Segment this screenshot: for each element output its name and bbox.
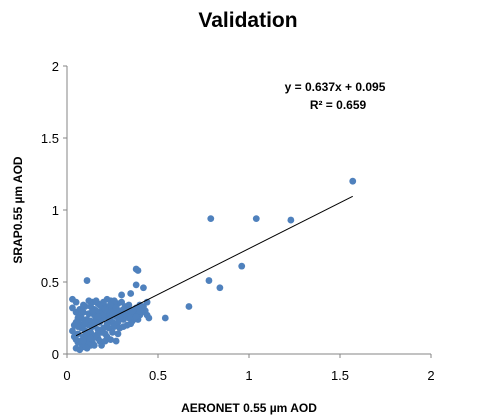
data-point <box>87 334 95 342</box>
data-point <box>76 346 84 354</box>
data-point <box>134 267 142 274</box>
y-tick-label: 1.5 <box>41 131 59 146</box>
y-axis-ticks: 0 0.5 1 1.5 2 <box>41 59 67 362</box>
data-point <box>79 337 87 345</box>
x-tick-label: 1.5 <box>331 368 349 383</box>
data-point <box>112 337 120 345</box>
regression-equation: y = 0.637x + 0.095 <box>285 80 386 94</box>
data-point <box>100 311 107 319</box>
data-point <box>101 305 109 313</box>
data-points <box>69 177 357 354</box>
data-point <box>83 277 91 284</box>
data-point <box>132 313 140 320</box>
data-point <box>94 330 102 338</box>
data-point <box>69 327 76 335</box>
x-tick-label: 2 <box>427 368 434 383</box>
chart-title: Validation <box>198 9 297 32</box>
data-point <box>216 284 224 292</box>
data-point <box>185 303 193 310</box>
data-point <box>127 290 135 297</box>
data-point <box>252 215 260 223</box>
r-squared-label: R² = 0.659 <box>310 98 367 112</box>
data-point <box>94 313 102 320</box>
data-point <box>161 314 169 322</box>
y-tick-label: 2 <box>52 59 59 74</box>
x-axis-ticks: 0 0.5 1 1.5 2 <box>63 354 435 383</box>
data-point <box>205 277 213 284</box>
data-point <box>83 344 91 352</box>
data-point <box>349 177 357 185</box>
data-point <box>143 311 151 319</box>
data-point <box>110 297 118 305</box>
y-tick-label: 1 <box>52 203 59 218</box>
data-point <box>81 318 89 326</box>
data-point <box>96 337 104 345</box>
data-point <box>120 323 127 331</box>
data-point <box>72 318 80 326</box>
data-point <box>136 307 144 315</box>
data-point <box>72 336 80 343</box>
data-point <box>109 329 116 336</box>
data-point <box>127 313 135 320</box>
data-point <box>132 281 140 289</box>
data-point <box>118 291 125 299</box>
data-point <box>114 330 122 338</box>
data-point <box>287 216 295 224</box>
y-axis-label: SRAP0.55 µm AOD <box>11 156 25 264</box>
data-point <box>129 307 136 315</box>
x-axis-label: AERONET 0.55 µm AOD <box>181 401 317 415</box>
data-point <box>89 307 96 315</box>
x-tick-label: 1 <box>245 368 252 383</box>
x-tick-label: 0.5 <box>149 368 167 383</box>
trendline <box>75 195 353 337</box>
data-point <box>78 307 85 315</box>
y-tick-label: 0 <box>52 347 59 362</box>
data-point <box>116 314 124 322</box>
y-tick-label: 0.5 <box>41 275 59 290</box>
data-point <box>101 337 109 345</box>
data-point <box>72 298 80 306</box>
x-tick-label: 0 <box>63 368 70 383</box>
data-point <box>125 301 133 309</box>
data-point <box>140 284 147 292</box>
data-point <box>103 295 111 303</box>
data-point <box>85 297 93 305</box>
data-point <box>207 215 215 223</box>
data-point <box>118 298 125 306</box>
data-point <box>79 301 87 309</box>
data-point <box>76 313 84 320</box>
data-point <box>238 262 246 270</box>
data-point <box>90 341 98 349</box>
